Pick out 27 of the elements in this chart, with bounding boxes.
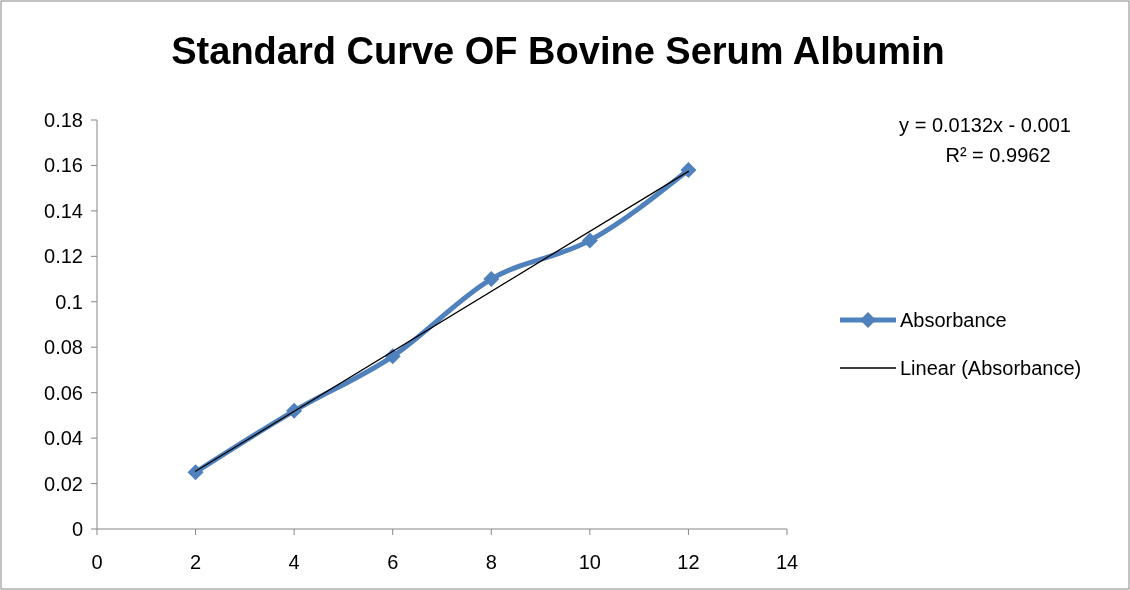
x-tick-label: 4 bbox=[288, 551, 300, 573]
point bbox=[187, 464, 204, 481]
text: R² = 0.9962 bbox=[945, 144, 1051, 166]
y-tick-label: 0 bbox=[71, 518, 83, 540]
point bbox=[680, 161, 697, 178]
point bbox=[483, 271, 500, 288]
point bbox=[581, 232, 598, 249]
x-tick-label: 10 bbox=[578, 551, 601, 573]
y-tick-label: 0.1 bbox=[55, 290, 83, 313]
x-tick-label: 12 bbox=[677, 551, 700, 573]
legend-label: Absorbance bbox=[900, 309, 1007, 331]
x-tick-label: 6 bbox=[387, 551, 399, 573]
y-tick-label: 0.08 bbox=[44, 336, 83, 359]
y-tick-label: 0.02 bbox=[44, 472, 83, 495]
y-tick-label: 0.14 bbox=[44, 199, 83, 222]
y-tick-label: 0.16 bbox=[44, 154, 83, 177]
y-tick-label: 0.04 bbox=[44, 427, 83, 450]
chart-title: Standard Curve OF Bovine Serum Albumin bbox=[171, 30, 945, 72]
text: y = 0.0132x - 0.001 bbox=[899, 114, 1071, 136]
y-tick-label: 0.12 bbox=[44, 245, 83, 268]
legend-label: Linear (Absorbance) bbox=[900, 357, 1082, 379]
y-tick-label: 0.06 bbox=[44, 381, 83, 404]
x-tick-label: 2 bbox=[190, 551, 202, 573]
y-tick-label: 0.18 bbox=[44, 109, 83, 131]
x-tick-label: 14 bbox=[775, 551, 799, 573]
x-tick-label: 8 bbox=[485, 551, 497, 573]
x-tick-label: 0 bbox=[91, 551, 103, 573]
